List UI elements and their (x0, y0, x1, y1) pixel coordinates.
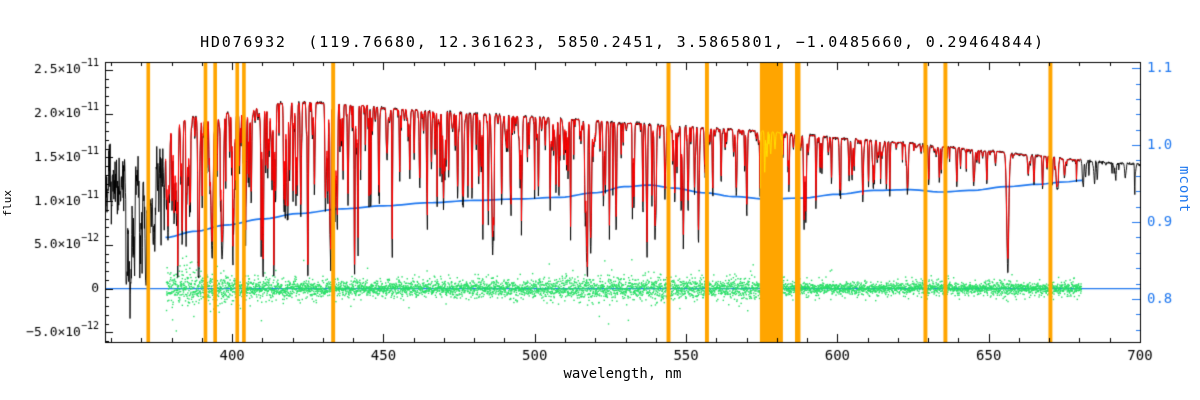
chart-title: HD076932 (119.76680, 12.361623, 5850.245… (200, 33, 1045, 51)
left-axis-label: flux (1, 190, 14, 217)
x-axis-label: wavelength, nm (563, 366, 682, 382)
right-axis-label: mcont (1176, 166, 1192, 214)
